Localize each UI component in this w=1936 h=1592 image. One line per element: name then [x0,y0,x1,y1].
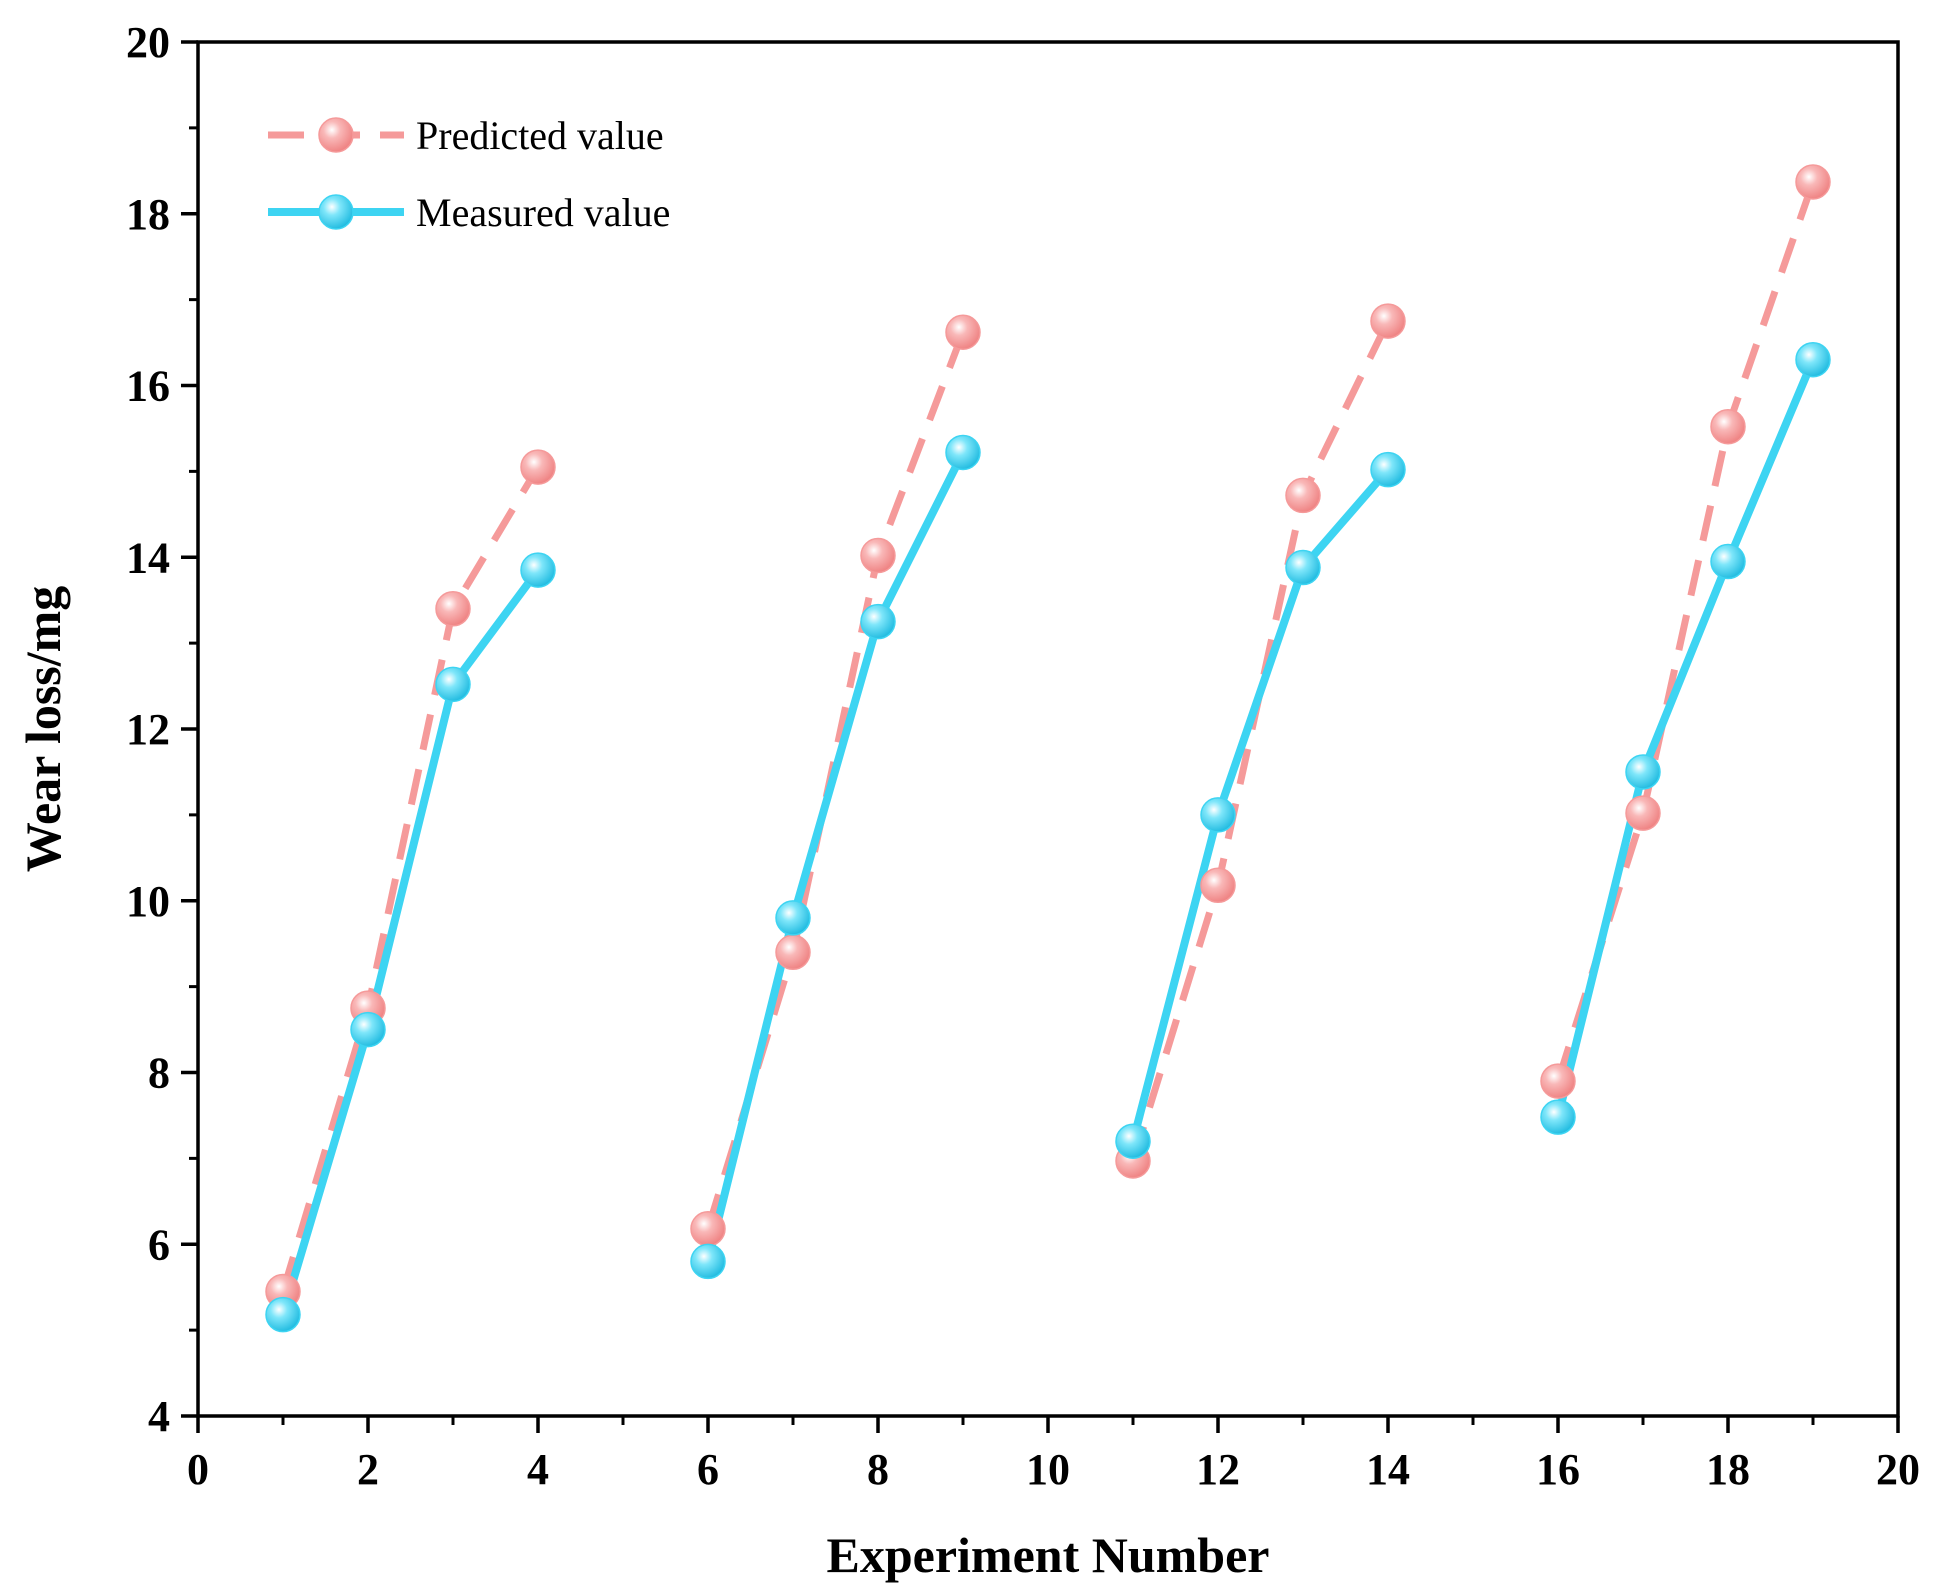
point-measured-exp-14 [1370,451,1406,488]
point-measured-exp-2 [350,1011,386,1048]
point-predicted-exp-18 [1710,408,1746,445]
legend-marker-predicted [318,117,354,153]
point-predicted-exp-7 [775,934,811,971]
x-tick-label: 4 [527,1445,549,1494]
x-tick-label: 20 [1876,1445,1920,1494]
point-measured-exp-1 [265,1296,301,1333]
point-predicted-exp-6 [690,1211,726,1247]
point-measured-exp-6 [690,1243,726,1280]
point-measured-exp-12 [1200,797,1236,833]
y-axis-title: Wear loss/mg [15,586,71,873]
point-predicted-exp-17 [1625,795,1661,831]
y-tick-label: 6 [148,1220,170,1269]
point-measured-exp-8 [860,603,896,640]
point-predicted-exp-13 [1285,477,1321,514]
y-tick-label: 12 [126,705,170,754]
y-tick-label: 20 [126,18,170,67]
x-tick-label: 16 [1536,1445,1580,1494]
x-tick-label: 2 [357,1445,379,1494]
point-measured-exp-16 [1540,1099,1576,1135]
point-predicted-exp-3 [435,591,471,627]
y-tick-label: 14 [126,533,170,582]
x-tick-label: 10 [1026,1445,1070,1494]
plot-markers [265,164,1831,1333]
point-predicted-exp-19 [1795,164,1831,200]
point-predicted-exp-16 [1540,1063,1576,1099]
x-tick-label: 12 [1196,1445,1240,1494]
x-axis-title: Experiment Number [827,1527,1270,1583]
legend: Predicted value Measured value [268,113,670,235]
legend-label-measured: Measured value [416,190,670,235]
y-tick-label: 18 [126,190,170,239]
y-tick-label: 4 [148,1392,170,1441]
point-measured-exp-3 [435,666,471,703]
point-measured-exp-9 [945,434,981,471]
point-measured-exp-11 [1115,1123,1151,1159]
series-line-measured-group-2 [704,448,967,1266]
series-line-predicted-group-1 [279,465,542,1293]
point-predicted-exp-8 [860,537,896,574]
legend-label-predicted: Predicted value [416,113,664,158]
y-tick-label: 8 [148,1049,170,1098]
point-measured-exp-19 [1795,341,1831,378]
point-measured-exp-4 [520,552,556,588]
point-measured-exp-13 [1285,549,1321,586]
plot-lines [279,180,1817,1319]
legend-marker-measured [318,194,354,230]
x-tick-label: 6 [697,1445,719,1494]
point-measured-exp-17 [1625,754,1661,790]
series-line-measured-group-3 [1129,465,1392,1146]
axes: 0 2 4 6 8 10 12 14 16 18 20 4 6 8 10 12 14 16 18 20 [126,18,1920,1494]
x-tick-label: 14 [1366,1445,1410,1494]
y-tick-label: 10 [126,877,170,926]
series-line-predicted-group-3 [1129,319,1392,1162]
point-predicted-exp-9 [945,314,981,351]
point-measured-exp-18 [1710,543,1746,580]
plot-frame [196,40,1900,1418]
x-tick-label: 0 [187,1445,209,1494]
series-line-measured-group-1 [279,566,542,1319]
x-tick-label: 8 [867,1445,889,1494]
point-predicted-exp-14 [1370,303,1406,339]
x-tick-label: 18 [1706,1445,1750,1494]
point-predicted-exp-4 [520,449,556,485]
series-line-measured-group-4 [1554,355,1817,1122]
y-tick-label: 16 [126,362,170,411]
point-predicted-exp-12 [1200,867,1236,904]
point-measured-exp-7 [775,900,811,936]
